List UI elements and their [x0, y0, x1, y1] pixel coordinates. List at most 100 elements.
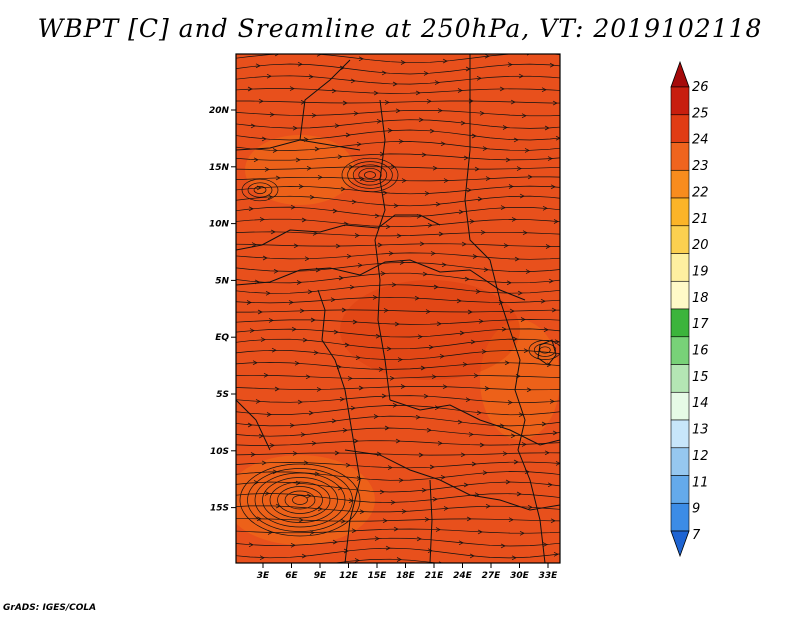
streamline-arrow: [428, 344, 434, 350]
streamline-arrow: [261, 136, 267, 142]
streamline-arrow: [351, 528, 357, 534]
streamline: [236, 452, 560, 456]
streamline: [236, 185, 560, 195]
streamline-arrow: [317, 174, 323, 180]
lon-tick-label: 24E: [453, 571, 473, 581]
streamline-arrow: [292, 125, 298, 131]
streamline-arrow: [356, 141, 362, 147]
streamline-arrow: [527, 174, 533, 180]
colorbar-label: 20: [692, 238, 709, 253]
streamline-arrow: [544, 125, 550, 131]
streamline-arrow: [258, 98, 264, 104]
streamline: [236, 386, 560, 391]
streamline-arrow: [419, 241, 425, 247]
streamline-arrow: [458, 540, 464, 546]
streamline-arrow: [485, 176, 491, 181]
streamline-arrow: [549, 62, 555, 68]
colorbar-label: 21: [692, 212, 709, 227]
streamline-arrow: [311, 113, 317, 118]
streamline: [236, 395, 560, 403]
streamline: [236, 243, 560, 247]
streamline-arrow: [431, 374, 437, 380]
streamline-arrow: [338, 275, 344, 281]
colorbar-segment: [670, 225, 690, 254]
colorbar-min-arrow: [670, 530, 690, 558]
streamline-arrow: [479, 442, 485, 448]
streamline-arrow: [400, 384, 406, 389]
streamline: [236, 63, 560, 75]
streamline-arrow: [251, 242, 257, 247]
streamline: [236, 195, 560, 207]
streamline-arrow: [482, 470, 488, 476]
streamline-arrow: [464, 276, 470, 282]
lon-tick-label: 27E: [482, 571, 502, 581]
streamline-arrow: [340, 186, 346, 192]
streamline-arrow: [348, 498, 354, 504]
streamline-arrow: [476, 75, 482, 81]
streamline-arrow: [246, 300, 252, 305]
lat-tick-label: 10S: [210, 447, 229, 457]
streamline-arrow: [423, 71, 429, 76]
streamline-arrow: [305, 374, 311, 380]
streamline: [236, 427, 560, 437]
streamline-arrow: [308, 410, 314, 416]
streamline: [236, 206, 560, 218]
colorbar-max-arrow: [670, 60, 690, 88]
streamline-arrow: [271, 567, 275, 571]
streamline-arrow: [443, 506, 449, 511]
colorbar-label: 17: [692, 317, 709, 332]
streamline-arrow: [553, 551, 559, 557]
colorbar-label: 19: [692, 265, 709, 280]
streamline-arrow: [526, 387, 532, 393]
streamline-arrow: [500, 205, 506, 210]
border-line: [429, 479, 433, 563]
streamline-arrow: [298, 517, 304, 523]
streamline-arrow: [513, 459, 519, 465]
streamline-arrow: [435, 201, 441, 207]
streamline: [236, 374, 560, 379]
streamline-arrow: [275, 175, 281, 181]
streamline-arrow: [336, 364, 342, 370]
streamline-arrow: [541, 421, 547, 427]
map-frame: [235, 53, 561, 564]
streamline-arrow: [386, 346, 392, 352]
streamline-arrow: [335, 243, 341, 249]
streamline: [236, 362, 560, 370]
streamline: [236, 88, 560, 94]
lat-tick-label: 15N: [209, 163, 230, 173]
streamline-arrow: [478, 318, 484, 324]
streamline-arrow: [435, 527, 441, 532]
field-hot-region: [340, 280, 520, 380]
streamline-arrow: [426, 98, 432, 104]
streamline-arrow: [261, 460, 267, 466]
streamline-arrow: [294, 360, 300, 366]
streamline-arrow: [517, 290, 523, 296]
streamline: [236, 75, 560, 85]
streamline-arrow: [250, 123, 256, 129]
streamline-arrow: [473, 373, 479, 378]
streamline-arrow: [334, 123, 340, 129]
streamline-arrow: [548, 278, 554, 284]
colorbar-segment: [670, 364, 690, 393]
streamline-arrow: [440, 474, 446, 480]
streamline-arrow: [471, 133, 477, 139]
streamline: [236, 296, 560, 304]
colorbar-label: 14: [692, 396, 709, 411]
streamline-arrow: [306, 165, 312, 171]
streamline-arrow: [432, 496, 438, 502]
streamline-vortex: [364, 171, 376, 179]
streamline-arrow: [247, 86, 253, 92]
streamline-arrow: [298, 184, 304, 189]
colorbar-segment: [670, 253, 690, 282]
streamline-arrow: [401, 178, 407, 183]
colorbar-label: 25: [692, 106, 709, 121]
streamline-arrow: [350, 405, 356, 411]
streamline-arrow: [296, 280, 302, 285]
streamline-arrow: [463, 155, 469, 161]
streamline-arrow: [260, 337, 266, 342]
streamline-arrow: [505, 479, 511, 485]
streamline-arrow: [385, 545, 391, 551]
streamline-arrow: [357, 262, 363, 268]
streamline-arrow: [379, 489, 385, 495]
colorbar-segment: [670, 336, 690, 365]
